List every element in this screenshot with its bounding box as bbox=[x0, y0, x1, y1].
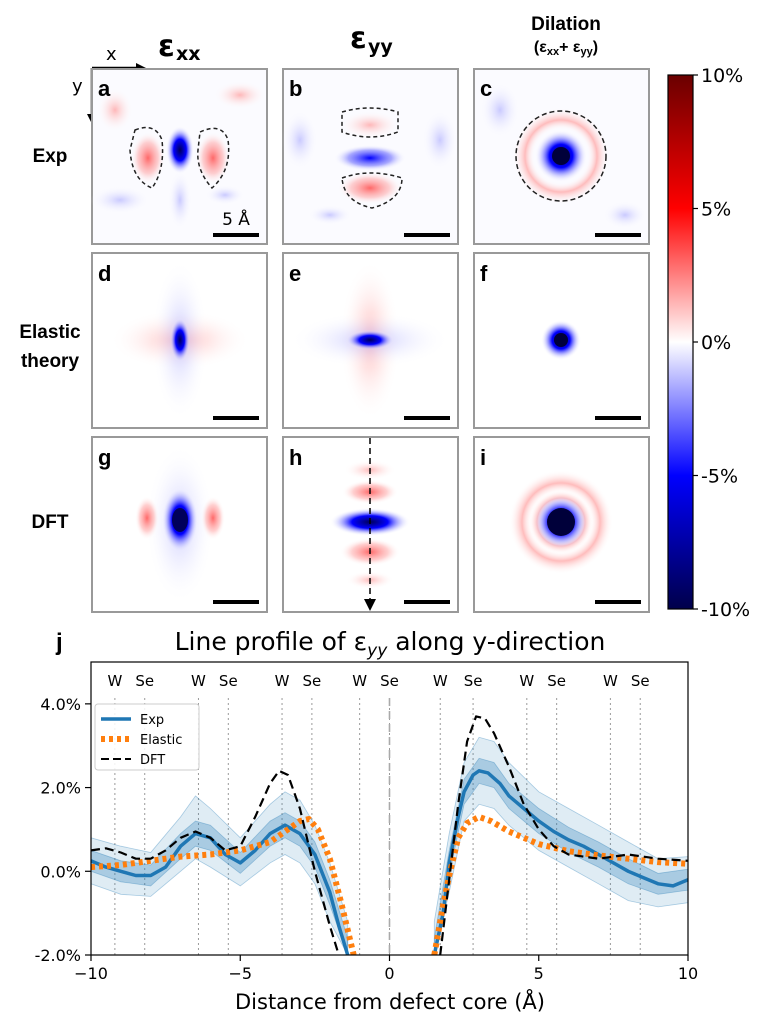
column-header-eyy-symbol: ε bbox=[350, 21, 367, 56]
colorbar-tick-label: 5% bbox=[701, 199, 731, 221]
panel-letter-c: c bbox=[480, 76, 492, 101]
panel-i: i bbox=[473, 436, 650, 613]
atom-site-label: W bbox=[352, 672, 367, 690]
y-tick-label: 0.0% bbox=[40, 862, 81, 881]
row-label-elastic-2: theory bbox=[21, 351, 80, 372]
x-tick-label: 10 bbox=[678, 964, 698, 983]
chart-legend: Exp Elastic DFT bbox=[94, 703, 200, 771]
panel-b: b bbox=[282, 68, 459, 245]
atom-site-gridlines: W Se W Se W Se W Se W Se W Se W Se bbox=[107, 672, 650, 955]
axis-y-label: y bbox=[72, 76, 83, 97]
series-line-dft bbox=[91, 769, 340, 955]
atom-site-label: Se bbox=[631, 672, 650, 690]
legend-label: Elastic bbox=[140, 733, 182, 748]
series-lines bbox=[91, 715, 688, 955]
y-tick-label: -2.0% bbox=[35, 946, 81, 965]
column-header-eyy: ε yy bbox=[350, 21, 393, 58]
row-label-dft: DFT bbox=[32, 512, 69, 533]
column-header-exx-sub: xx bbox=[176, 43, 201, 65]
x-axis-label: Distance from defect core (Å) bbox=[235, 988, 545, 1014]
panel-c: c bbox=[473, 68, 650, 245]
legend-label: DFT bbox=[140, 753, 165, 768]
y-tick-label: 2.0% bbox=[40, 779, 81, 798]
colorbar: 10% 5% 0% -5% -10% bbox=[667, 65, 750, 621]
x-tick-label: −10 bbox=[74, 964, 108, 983]
colorbar-tick-label: -10% bbox=[701, 599, 750, 621]
axis-x-label: x bbox=[106, 44, 117, 65]
panel-letter-d: d bbox=[98, 261, 111, 286]
chart-title: Line profile of εyy along y-direction bbox=[175, 627, 606, 661]
y-tick-label: 4.0% bbox=[40, 695, 81, 714]
atom-site-label: Se bbox=[219, 672, 238, 690]
panel-letter-a: a bbox=[98, 76, 111, 101]
column-header-eyy-sub: yy bbox=[368, 36, 393, 58]
atom-site-label: Se bbox=[380, 672, 399, 690]
x-tick-label: 0 bbox=[384, 964, 394, 983]
panel-h: h bbox=[282, 436, 459, 613]
series-line-exp bbox=[91, 823, 350, 955]
atom-site-label: W bbox=[275, 672, 290, 690]
column-header-exx-symbol: ε bbox=[158, 29, 175, 64]
legend-label: Exp bbox=[140, 713, 164, 728]
column-header-exx: ε xx bbox=[158, 29, 201, 65]
atom-site-label: Se bbox=[464, 672, 483, 690]
uncertainty-bands bbox=[91, 736, 688, 955]
atom-site-label: W bbox=[191, 672, 206, 690]
panel-letter-g: g bbox=[98, 445, 111, 470]
exp-uncertainty-band bbox=[433, 757, 688, 955]
panel-letter-f: f bbox=[480, 261, 488, 286]
row-label-elastic-1: Elastic bbox=[19, 322, 81, 343]
panel-f: f bbox=[473, 252, 650, 429]
exp-uncertainty-band bbox=[433, 736, 688, 955]
line-profile-chart: W Se W Se W Se W Se W Se W Se W Se −10 −5 0 5 10 -2.0% 0.0%… bbox=[35, 661, 699, 1014]
atom-site-label: Se bbox=[547, 672, 566, 690]
colorbar-tick-label: -5% bbox=[701, 466, 738, 488]
chart-axes: −10 −5 0 5 10 -2.0% 0.0% 2.0% 4.0% bbox=[35, 695, 699, 983]
exp-uncertainty-band bbox=[91, 812, 349, 955]
scale-bar-label: 5 Å bbox=[222, 208, 250, 230]
row-label-exp: Exp bbox=[33, 146, 68, 167]
panel-letter-i: i bbox=[480, 445, 486, 470]
atom-site-label: Se bbox=[303, 672, 322, 690]
series-line-dft bbox=[439, 715, 688, 955]
atom-site-label: W bbox=[603, 672, 618, 690]
column-header-dilation: Dilation (εxx+ εyy) bbox=[531, 14, 601, 58]
atom-site-label: Se bbox=[135, 672, 154, 690]
series-line-elastic bbox=[91, 816, 357, 955]
colorbar-tick-label: 0% bbox=[701, 332, 731, 354]
panel-d: d bbox=[91, 252, 268, 429]
colorbar-tick-label: 10% bbox=[701, 65, 743, 87]
panel-letter-e: e bbox=[289, 261, 301, 286]
atom-site-label: W bbox=[107, 672, 122, 690]
panel-a: 5 Å a bbox=[90, 68, 268, 245]
panel-letter-j: j bbox=[55, 629, 63, 656]
panel-g: g bbox=[91, 436, 268, 613]
x-tick-label: −5 bbox=[228, 964, 252, 983]
dilation-title: Dilation bbox=[531, 14, 601, 35]
dilation-formula: (εxx+ εyy) bbox=[534, 39, 598, 58]
panel-e: e bbox=[282, 252, 459, 429]
atom-site-label: W bbox=[519, 672, 534, 690]
atom-site-label: W bbox=[433, 672, 448, 690]
panel-letter-b: b bbox=[289, 76, 302, 101]
panel-letter-h: h bbox=[289, 445, 302, 470]
exp-uncertainty-band bbox=[91, 791, 349, 955]
x-tick-label: 5 bbox=[534, 964, 544, 983]
colorbar-ticks: 10% 5% 0% -5% -10% bbox=[693, 65, 750, 621]
